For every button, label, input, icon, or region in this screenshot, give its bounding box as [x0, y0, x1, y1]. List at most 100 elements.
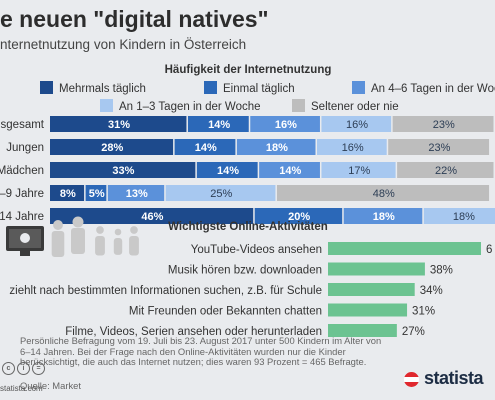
row-label: 14 Jahre: [0, 211, 44, 223]
bar-segment: [50, 185, 85, 201]
data-label: 14%: [217, 165, 239, 177]
legend-label: An 4–6 Tagen in der Woche: [371, 83, 495, 95]
legend-label: An 1–3 Tagen in der Woche: [119, 101, 261, 113]
person-body-icon: [113, 238, 123, 255]
data-label: 33%: [112, 165, 134, 177]
bar-segment: [423, 208, 495, 224]
data-label: 38%: [430, 265, 453, 277]
data-label: 20%: [288, 211, 310, 223]
bar-segment: [236, 139, 316, 155]
data-label: 8%: [60, 188, 76, 200]
person-head-icon: [114, 228, 122, 236]
bar-segment: [388, 139, 490, 155]
row-label: Mädchen: [0, 165, 44, 177]
bar-segment: [107, 185, 165, 201]
activities-chart: Wichtigste Online-Aktivitäten YouTube-Vid…: [9, 221, 492, 338]
bar-segment: [254, 208, 343, 224]
person-body-icon: [71, 228, 85, 254]
person-head-icon: [72, 216, 84, 228]
row-label: Jungen: [6, 142, 44, 154]
data-label: 48%: [373, 188, 395, 200]
frequency-chart: Häufigkeit der Internetnutzung Mehrmals t…: [0, 64, 495, 224]
statista-logo: statista: [424, 368, 484, 388]
data-label: 14%: [208, 119, 230, 131]
data-label: 17%: [348, 165, 370, 177]
bar-segment: [50, 139, 174, 155]
activity-bar: [328, 262, 425, 276]
data-label: 16%: [342, 142, 364, 154]
family-illustration: [6, 216, 139, 257]
data-label: 31%: [108, 119, 130, 131]
bar-segment: [259, 162, 320, 178]
bar-segment: [174, 139, 236, 155]
source-text: Quelle: Market: [20, 380, 81, 391]
data-label: 5%: [89, 188, 105, 200]
activity-label: YouTube-Videos ansehen: [191, 244, 322, 256]
legend-label: Seltener oder nie: [311, 101, 399, 113]
cc-icon: c: [2, 362, 15, 375]
bar-segment: [397, 162, 494, 178]
bar-segment: [196, 162, 258, 178]
bar-segment: [50, 208, 254, 224]
data-label: 18%: [453, 211, 475, 223]
bar-segment: [276, 185, 490, 201]
bar-segment: [321, 116, 392, 132]
bar-segment: [321, 162, 396, 178]
data-label: 16%: [275, 119, 297, 131]
data-label: 28%: [101, 142, 123, 154]
person-body-icon: [129, 236, 139, 256]
data-label: 23%: [433, 119, 455, 131]
chart-title: Häufigkeit der Internetnutzung: [165, 64, 332, 76]
legend-swatch: [204, 81, 217, 94]
monitor-stand-icon: [20, 251, 30, 256]
row-label: –9 Jahre: [0, 188, 44, 200]
bar-segment: [343, 208, 423, 224]
legend-swatch: [40, 81, 53, 94]
data-label: 27%: [402, 326, 425, 338]
site-link[interactable]: statista.com: [0, 384, 43, 393]
data-label: 6: [486, 244, 492, 256]
person-head-icon: [96, 226, 104, 234]
bar-segment: [165, 185, 276, 201]
chart-title: Wichtigste Online-Aktivitäten: [168, 221, 328, 233]
page-title: e neuen "digital natives": [0, 6, 269, 32]
data-label: 34%: [420, 285, 443, 297]
data-label: 16%: [346, 119, 368, 131]
activity-label: Filme, Videos, Serien ansehen oder herun…: [65, 326, 322, 338]
activity-label: ziehlt nach bestimmten Informationen suc…: [9, 285, 322, 297]
bar-segment: [187, 116, 249, 132]
bar-segment: [317, 139, 387, 155]
legend-swatch: [100, 99, 113, 112]
data-label: 13%: [126, 188, 148, 200]
data-label: 22%: [435, 165, 457, 177]
legend-swatch: [352, 81, 365, 94]
austria-flag-icon: [404, 372, 419, 387]
legend-label: Mehrmals täglich: [59, 83, 146, 95]
person-body-icon: [51, 231, 65, 257]
data-label: 18%: [266, 142, 288, 154]
data-label: 23%: [428, 142, 450, 154]
legend-swatch: [292, 99, 305, 112]
data-label: 14%: [279, 165, 301, 177]
data-label: 25%: [210, 188, 232, 200]
person-head-icon: [130, 226, 138, 234]
activity-bar: [328, 324, 397, 337]
footnote: Persönliche Befragung vom 19. Juli bis 2…: [20, 335, 382, 368]
data-label: 14%: [195, 142, 217, 154]
data-label: 18%: [373, 211, 395, 223]
bar-segment: [392, 116, 494, 132]
person-body-icon: [95, 236, 105, 256]
attribution-icon: i: [17, 362, 30, 375]
people-icon: [51, 216, 139, 257]
data-label: 31%: [412, 306, 435, 318]
bar-segment: [85, 185, 107, 201]
legend-label: Einmal täglich: [223, 83, 295, 95]
person-head-icon: [53, 220, 63, 230]
bar-segment: [50, 162, 196, 178]
activity-bar: [328, 283, 415, 296]
bar-segment: [50, 116, 187, 132]
play-icon: [20, 233, 30, 243]
activity-label: Musik hören bzw. downloaden: [168, 265, 322, 277]
data-label: 46%: [141, 211, 163, 223]
